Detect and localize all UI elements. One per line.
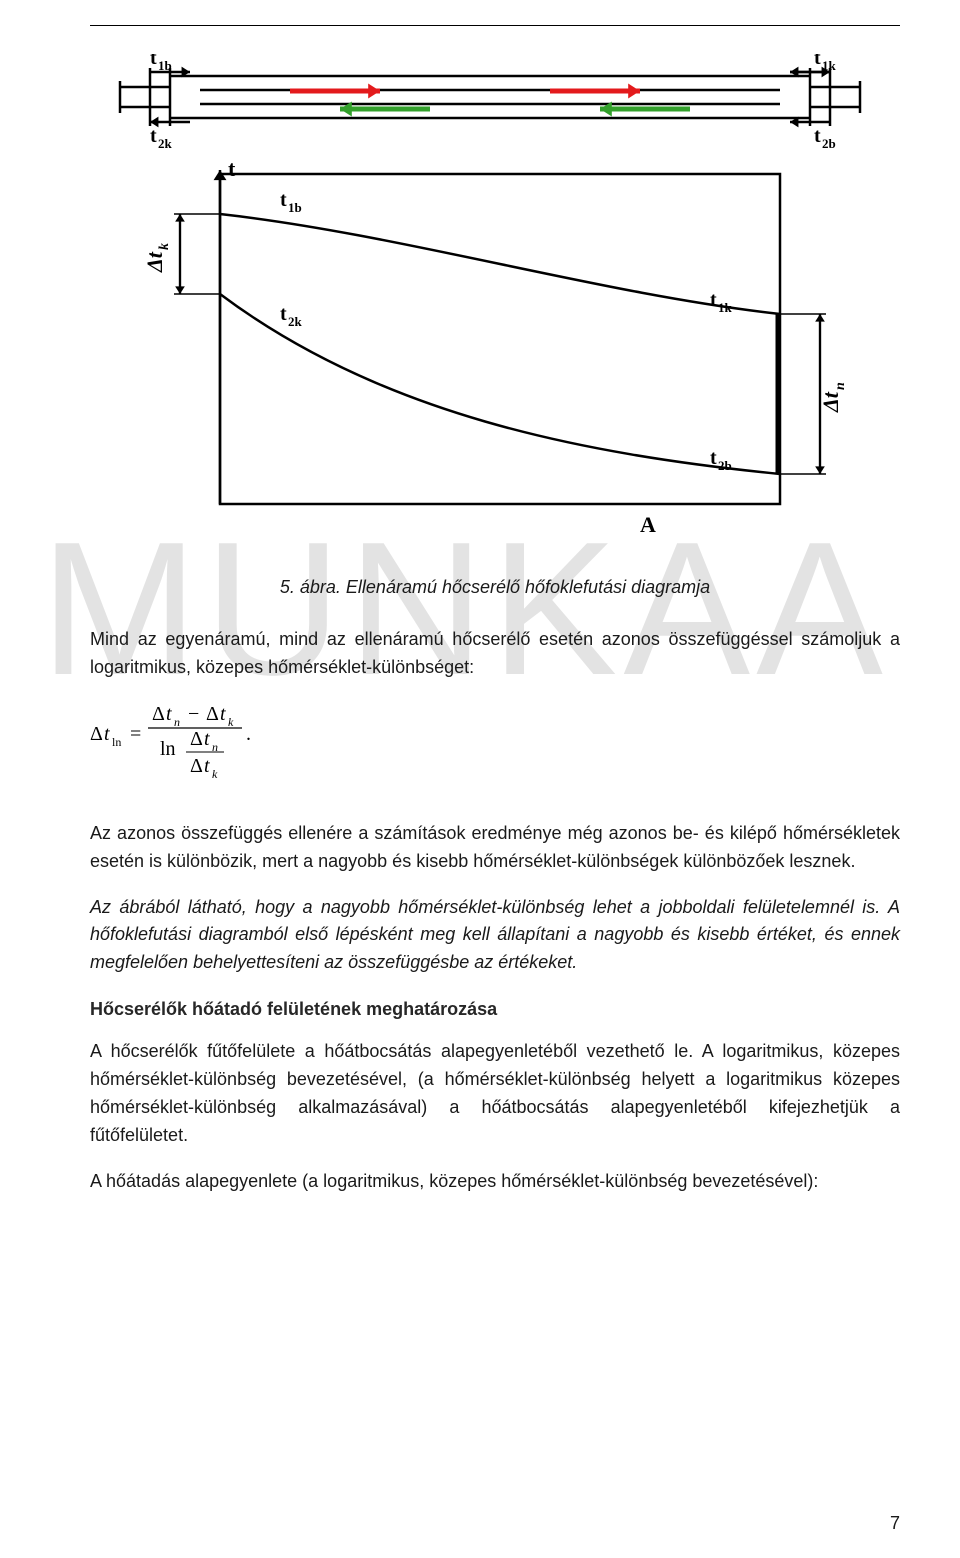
svg-text:t: t bbox=[710, 289, 717, 311]
figure-svg: t1bt2kt1kt2btAΔtkΔtnt1bt2kt1kt2b bbox=[90, 54, 890, 554]
formula-log-mean-dt: Δ t ln = Δ t n − Δ t k ln bbox=[90, 700, 900, 796]
paragraph-1: Mind az egyenáramú, mind az ellenáramú h… bbox=[90, 626, 900, 682]
formula-ln: ln bbox=[160, 738, 176, 760]
svg-text:Δ: Δ bbox=[152, 703, 165, 725]
svg-text:t: t bbox=[166, 703, 172, 725]
page-number: 7 bbox=[890, 1513, 900, 1534]
section-title: Hőcserélők hőátadó felületének meghatáro… bbox=[90, 999, 900, 1020]
svg-text:t: t bbox=[814, 125, 821, 147]
svg-text:Δ: Δ bbox=[206, 703, 219, 725]
svg-text:2k: 2k bbox=[288, 314, 303, 329]
svg-text:t: t bbox=[814, 54, 821, 69]
formula-lhs-sub: ln bbox=[112, 735, 121, 749]
formula-dot: . bbox=[246, 723, 251, 745]
svg-text:k: k bbox=[157, 243, 172, 250]
svg-text:k: k bbox=[228, 715, 234, 729]
svg-text:−: − bbox=[188, 703, 199, 725]
svg-text:n: n bbox=[833, 382, 848, 390]
svg-text:1k: 1k bbox=[822, 58, 837, 73]
svg-text:k: k bbox=[212, 767, 218, 781]
figure: t1bt2kt1kt2btAΔtkΔtnt1bt2kt1kt2b bbox=[90, 54, 900, 559]
svg-text:Δt: Δt bbox=[818, 391, 843, 413]
svg-text:Δ: Δ bbox=[190, 728, 203, 750]
svg-text:t: t bbox=[280, 303, 287, 325]
svg-text:t: t bbox=[280, 189, 287, 211]
paragraph-4: A hőcserélők fűtőfelülete a hőátbocsátás… bbox=[90, 1038, 900, 1150]
paragraph-2: Az azonos összefüggés ellenére a számítá… bbox=[90, 820, 900, 876]
svg-text:t: t bbox=[104, 723, 110, 745]
document-page: MUNKAA FELÜLETI HŐCSERÉLŐK t1bt2kt1kt2bt… bbox=[0, 0, 960, 1558]
svg-text:2b: 2b bbox=[718, 458, 732, 473]
header-rule bbox=[90, 25, 900, 26]
svg-text:1b: 1b bbox=[158, 58, 172, 73]
svg-text:t: t bbox=[228, 156, 236, 181]
svg-text:2k: 2k bbox=[158, 136, 173, 151]
figure-caption: 5. ábra. Ellenáramú hőcserélő hőfoklefut… bbox=[90, 577, 900, 598]
formula-svg: Δ t ln = Δ t n − Δ t k ln bbox=[90, 700, 290, 790]
svg-text:n: n bbox=[174, 715, 180, 729]
svg-text:=: = bbox=[130, 723, 141, 745]
svg-text:t: t bbox=[150, 54, 157, 69]
paragraph-5: A hőátadás alapegyenlete (a logaritmikus… bbox=[90, 1168, 900, 1196]
content-layer: FELÜLETI HŐCSERÉLŐK t1bt2kt1kt2btAΔtkΔtn… bbox=[90, 0, 900, 1196]
svg-text:t: t bbox=[220, 703, 226, 725]
svg-text:1b: 1b bbox=[288, 200, 302, 215]
svg-text:A: A bbox=[640, 512, 656, 537]
svg-text:1k: 1k bbox=[718, 300, 733, 315]
svg-text:t: t bbox=[710, 447, 717, 469]
svg-text:t: t bbox=[150, 125, 157, 147]
paragraph-3: Az ábrából látható, hogy a nagyobb hőmér… bbox=[90, 894, 900, 978]
svg-text:Δ: Δ bbox=[90, 723, 103, 745]
svg-text:Δt: Δt bbox=[142, 251, 167, 273]
svg-text:t: t bbox=[204, 728, 210, 750]
svg-text:Δ: Δ bbox=[190, 755, 203, 777]
svg-text:t: t bbox=[204, 755, 210, 777]
svg-text:2b: 2b bbox=[822, 136, 836, 151]
